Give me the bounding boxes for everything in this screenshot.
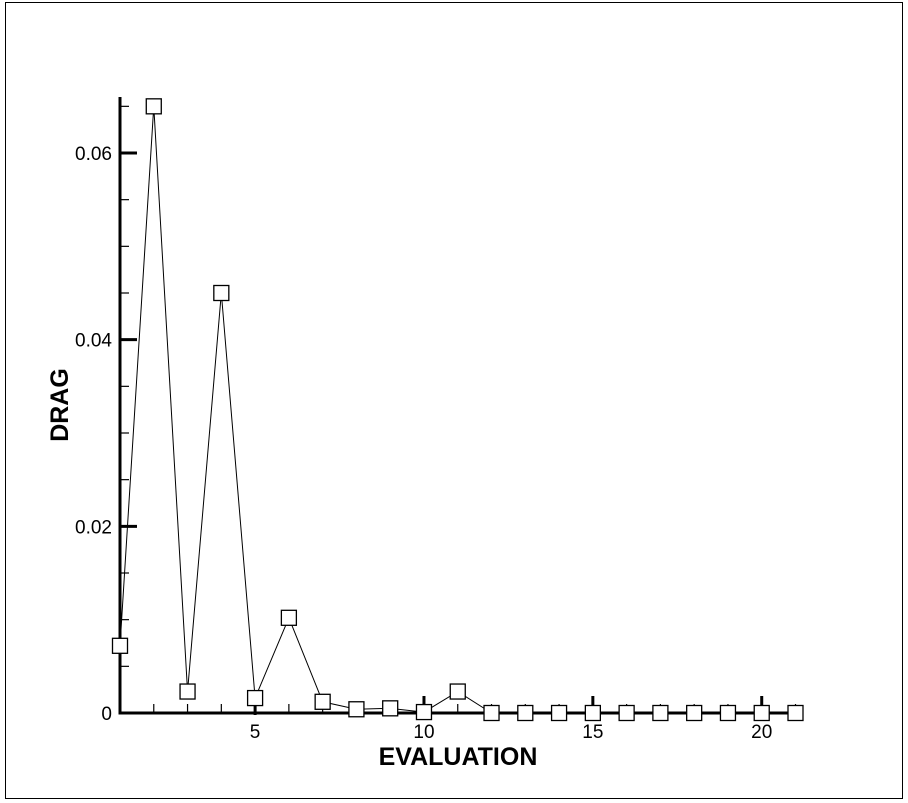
data-point-marker [179, 683, 196, 700]
plot-frame [5, 2, 903, 799]
markers [111, 98, 804, 722]
data-point-marker [111, 637, 129, 654]
y-tick-label: 0.04 [75, 331, 112, 352]
data-point-marker [246, 689, 264, 707]
data-point-marker [550, 704, 568, 722]
data-point-marker [280, 609, 298, 626]
data-point-marker [753, 704, 770, 722]
x-tick-label: 10 [413, 722, 434, 743]
x-tick-label: 15 [582, 722, 603, 743]
data-point-marker [686, 704, 703, 722]
data-point-marker [719, 704, 737, 722]
x-tick-label: 5 [250, 722, 261, 743]
data-point-marker [483, 704, 500, 722]
data-point-marker [213, 284, 230, 302]
data-point-marker [652, 704, 669, 722]
data-point-marker [314, 693, 331, 710]
data-point-marker [449, 683, 466, 700]
axes [118, 97, 796, 715]
data-point-marker [584, 704, 601, 722]
y-tick-label: 0 [101, 704, 112, 725]
data-point-marker [145, 98, 162, 115]
ticks [120, 105, 797, 715]
data-point-marker [618, 704, 635, 722]
y-axis-title: DRAG [46, 368, 74, 442]
y-tick-label: 0.06 [75, 144, 112, 165]
data-point-marker [517, 704, 534, 722]
data-point-marker [415, 703, 433, 721]
data-point-marker [348, 701, 365, 718]
series-line [119, 106, 796, 714]
x-axis-title: EVALUATION [379, 743, 538, 771]
series-layer [119, 106, 796, 714]
tick-labels: 5 10 15 20 0 0.02 0.04 0.06 [75, 144, 772, 743]
data-point-marker [382, 700, 399, 717]
data-point-marker [787, 704, 804, 722]
y-tick-label: 0.02 [75, 517, 112, 538]
x-tick-label: 20 [751, 722, 772, 743]
